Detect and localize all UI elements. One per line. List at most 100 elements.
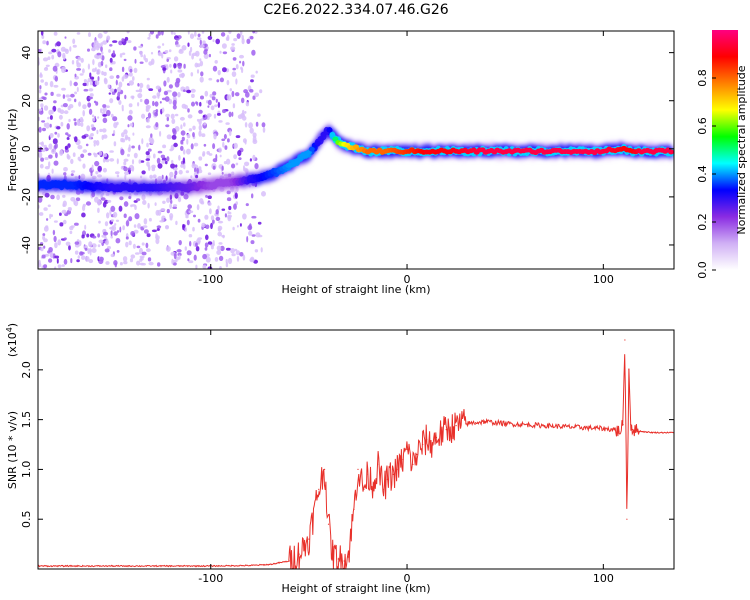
noise-speck bbox=[224, 213, 227, 218]
noise-speck bbox=[91, 114, 95, 118]
noise-speck bbox=[217, 205, 220, 211]
noise-speck bbox=[165, 160, 168, 165]
noise-speck bbox=[124, 174, 127, 180]
noise-speck bbox=[149, 138, 155, 145]
noise-speck bbox=[146, 142, 149, 148]
noise-speck bbox=[93, 142, 96, 147]
noise-speck bbox=[236, 33, 241, 39]
noise-speck bbox=[145, 158, 150, 161]
noise-speck bbox=[80, 153, 85, 158]
noise-speck bbox=[74, 241, 80, 245]
noise-speck bbox=[62, 52, 66, 59]
noise-speck bbox=[188, 210, 194, 213]
noise-speck bbox=[116, 121, 119, 126]
snr-point bbox=[430, 443, 432, 446]
noise-speck bbox=[57, 239, 61, 246]
noise-speck bbox=[148, 61, 153, 66]
noise-speck bbox=[102, 158, 106, 163]
noise-speck bbox=[146, 233, 151, 238]
noise-speck bbox=[98, 220, 101, 224]
snr-point bbox=[661, 432, 663, 434]
noise-speck bbox=[239, 54, 244, 59]
snr-point bbox=[337, 558, 339, 560]
noise-speck bbox=[214, 104, 218, 108]
noise-speck bbox=[213, 133, 217, 140]
snr-multiplier: (x104) bbox=[5, 323, 19, 357]
noise-speck bbox=[61, 87, 66, 91]
noise-speck bbox=[96, 52, 102, 56]
noise-speck bbox=[235, 135, 241, 139]
noise-speck bbox=[200, 200, 205, 205]
noise-speck bbox=[48, 143, 53, 150]
noise-speck bbox=[175, 77, 181, 84]
noise-speck bbox=[118, 81, 123, 88]
noise-speck bbox=[249, 158, 252, 162]
noise-speck bbox=[42, 57, 49, 62]
noise-speck bbox=[173, 174, 177, 179]
noise-speck bbox=[41, 254, 46, 259]
noise-speck bbox=[255, 232, 261, 238]
noise-speck bbox=[38, 196, 43, 203]
noise-speck bbox=[124, 134, 128, 141]
noise-speck bbox=[248, 122, 254, 129]
noise-speck bbox=[38, 151, 43, 158]
noise-speck bbox=[119, 262, 123, 266]
noise-speck bbox=[218, 120, 223, 123]
noise-speck bbox=[188, 234, 193, 238]
noise-speck bbox=[145, 242, 149, 249]
noise-speck bbox=[209, 208, 212, 215]
noise-speck bbox=[105, 239, 109, 246]
noise-speck bbox=[121, 66, 125, 72]
noise-speck bbox=[203, 49, 208, 55]
noise-speck bbox=[142, 225, 148, 228]
noise-speck bbox=[49, 133, 54, 138]
noise-speck bbox=[165, 225, 169, 230]
noise-speck bbox=[136, 260, 141, 266]
noise-speck bbox=[101, 234, 106, 238]
noise-speck bbox=[54, 255, 60, 259]
noise-speck bbox=[207, 202, 212, 206]
noise-speck bbox=[82, 82, 88, 87]
noise-speck bbox=[174, 113, 179, 117]
noise-speck bbox=[76, 87, 79, 92]
noise-speck bbox=[109, 150, 114, 153]
noise-speck bbox=[82, 163, 86, 169]
noise-speck bbox=[129, 68, 133, 73]
noise-speck bbox=[154, 112, 159, 117]
noise-speck bbox=[254, 249, 259, 253]
noise-speck bbox=[219, 50, 222, 54]
noise-speck bbox=[170, 31, 174, 35]
noise-speck bbox=[64, 145, 68, 150]
snr-point bbox=[288, 560, 290, 562]
noise-speck bbox=[202, 40, 206, 45]
noise-speck bbox=[102, 153, 108, 158]
noise-speck bbox=[133, 67, 138, 73]
noise-speck bbox=[85, 143, 89, 147]
noise-speck bbox=[54, 131, 58, 135]
noise-speck bbox=[165, 246, 171, 252]
noise-speck bbox=[96, 129, 99, 135]
noise-speck bbox=[157, 31, 161, 36]
noise-speck bbox=[68, 244, 71, 251]
spectrogram-heatmap bbox=[38, 31, 674, 269]
noise-speck bbox=[251, 49, 256, 56]
noise-speck bbox=[99, 54, 103, 59]
noise-speck bbox=[254, 163, 259, 170]
snr-point bbox=[416, 453, 418, 456]
noise-speck bbox=[109, 226, 115, 230]
noise-speck bbox=[94, 67, 97, 72]
noise-speck bbox=[53, 100, 57, 104]
noise-speck bbox=[57, 133, 60, 138]
y-tick-label: 1.5 bbox=[20, 411, 33, 429]
noise-speck bbox=[120, 148, 125, 156]
noise-speck bbox=[67, 98, 72, 102]
noise-speck bbox=[216, 250, 222, 255]
noise-speck bbox=[95, 171, 99, 175]
noise-speck bbox=[185, 215, 189, 219]
noise-speck bbox=[192, 132, 195, 138]
snr-line-layer bbox=[38, 339, 674, 569]
noise-speck bbox=[175, 37, 180, 41]
snr-point bbox=[524, 424, 526, 426]
noise-speck bbox=[117, 86, 121, 93]
noise-speck bbox=[147, 112, 152, 119]
